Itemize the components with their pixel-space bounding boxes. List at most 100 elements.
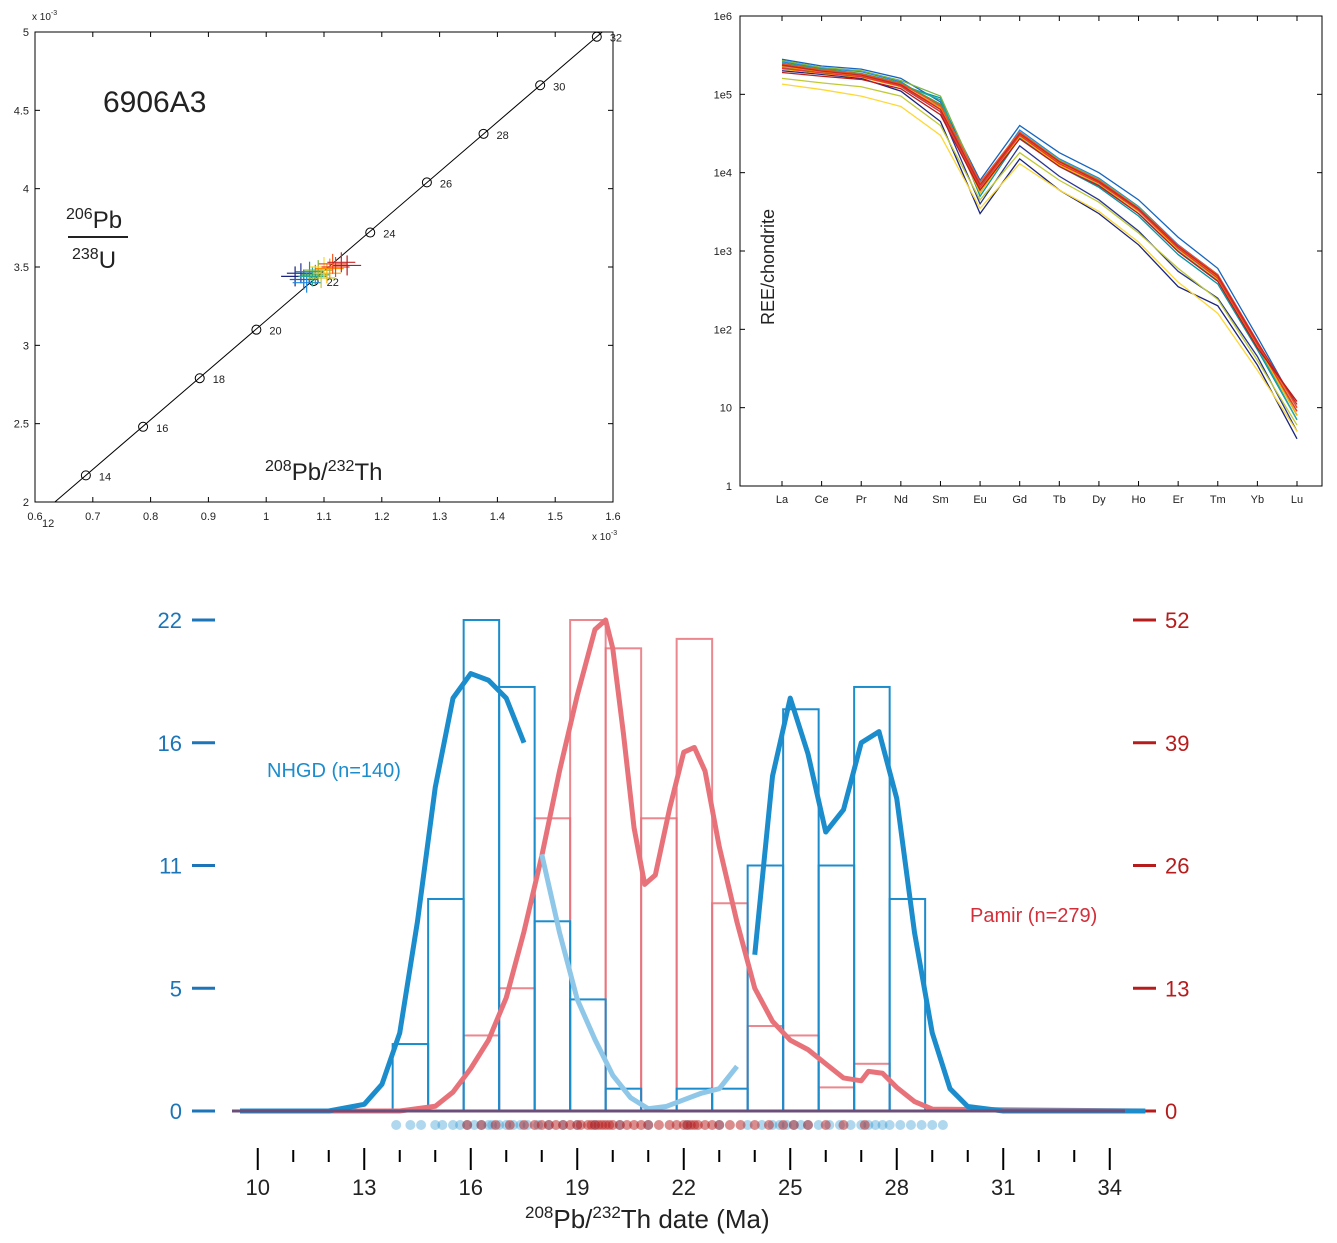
pamir-date-marker [803, 1120, 813, 1130]
x-tick-label: 19 [565, 1175, 589, 1200]
nhgd-date-marker [756, 1120, 767, 1130]
pamir-date-marker [671, 1120, 682, 1130]
nhgd-date-marker [927, 1120, 938, 1130]
y-tick-label: 2.5 [14, 419, 29, 431]
nhgd-histogram-bar [391, 1043, 430, 1112]
pamir-date-marker [504, 1120, 515, 1130]
pamir-date-marker [778, 1120, 789, 1130]
nhgd-date-marker [813, 1120, 824, 1130]
ree-element-label: Dy [1092, 494, 1106, 506]
ree-pattern-line [781, 61, 1298, 416]
legend-pamir: Pamir (n=279) [970, 905, 1097, 927]
x-tick-label: 22 [672, 1175, 696, 1200]
pamir-date-marker [707, 1120, 718, 1130]
x-tick-label: 28 [885, 1175, 909, 1200]
nhgd-date-marker [884, 1120, 895, 1130]
ree-pattern-line [781, 64, 1298, 405]
x-tick-label: 31 [991, 1175, 1015, 1200]
ree-element-label: Ho [1132, 494, 1146, 506]
concordia-age-label: 30 [553, 81, 565, 93]
y-tick-label: 1e2 [714, 324, 732, 336]
x-tick-label: 1.2 [374, 511, 389, 523]
x-tick-label: 1.6 [605, 511, 620, 523]
nhgd-date-marker [845, 1120, 856, 1130]
x-tick-label: 0.6 [27, 511, 42, 523]
left-axis-label: 22 [158, 608, 182, 633]
pamir-date-marker [614, 1120, 625, 1130]
x-tick-label: 0.9 [201, 511, 216, 523]
left-axis-label: 0 [170, 1099, 182, 1124]
concordia-age-marker [478, 128, 489, 139]
pamir-date-marker [788, 1120, 799, 1130]
ree-element-label: Eu [973, 494, 986, 506]
x-tick-label: 1.3 [432, 511, 447, 523]
pamir-histogram-bar [675, 637, 714, 1113]
x-tick-label: 13 [352, 1175, 376, 1200]
y-tick-label: 1e4 [714, 168, 732, 180]
nhgd-date-marker [877, 1120, 888, 1130]
pamir-date-marker [838, 1120, 849, 1130]
x-tick-label: 25 [778, 1175, 802, 1200]
pamir-date-marker [692, 1120, 703, 1130]
x-axis-label: 208Pb/232Th [265, 458, 382, 486]
concordia-age-label: 24 [383, 229, 395, 241]
y-tick-label: 1e6 [714, 11, 732, 23]
pamir-date-marker [565, 1120, 576, 1130]
x-tick-label: 1 [263, 511, 269, 523]
x-tick-label: 0.8 [143, 511, 158, 523]
ree-pattern-line [781, 65, 1298, 421]
concordia-age-label: 26 [440, 178, 452, 190]
concordia-age-label: 16 [156, 423, 168, 435]
nhgd-date-marker [391, 1120, 402, 1130]
ree-pattern-line [781, 68, 1298, 416]
concordia-age-label: 32 [610, 33, 622, 45]
ree-element-label: Pr [856, 494, 867, 506]
ree-element-label: Er [1173, 494, 1184, 506]
right-axis-label: 13 [1165, 976, 1189, 1001]
y-tick-label: 1e3 [714, 246, 732, 258]
nhgd-density-curve-faded [539, 853, 739, 1112]
x-tick-label: 1.1 [316, 511, 331, 523]
ree-element-label: Yb [1251, 494, 1264, 506]
histogram-x-axis-label: 208Pb/232Th date (Ma) [525, 1203, 770, 1234]
ree-pattern-line [781, 83, 1298, 432]
nhgd-date-marker [916, 1120, 927, 1130]
ree-element-label: Sm [932, 494, 949, 506]
right-axis-label: 0 [1165, 1099, 1177, 1124]
pamir-date-marker [543, 1120, 554, 1130]
nhgd-histogram-bar [427, 897, 465, 1113]
legend-nhgd: NHGD (n=140) [267, 760, 401, 782]
left-axis-label: 5 [170, 976, 182, 1001]
y-tick-label: 5 [23, 27, 29, 39]
nhgd-date-marker [437, 1120, 448, 1130]
ree-element-label: Tb [1053, 494, 1066, 506]
left-axis-label: 16 [158, 731, 182, 756]
pamir-date-marker [763, 1120, 774, 1130]
right-axis-label: 52 [1165, 608, 1189, 633]
concordia-plot: 0.6 0.7 0.8 0.9 1 1.1 1.2 1.3 1.4 1.5 1.6 2 2.5 3 3.5 4… [14, 10, 622, 543]
x-tick-label: 0.7 [85, 511, 100, 523]
nhgd-histogram-bar [711, 1087, 749, 1112]
ree-pattern-line [781, 70, 1298, 440]
pamir-histogram-bar [817, 1086, 856, 1113]
concordia-age-label: 18 [213, 374, 225, 386]
ree-pattern-line [781, 58, 1298, 408]
nhgd-date-marker [937, 1120, 948, 1130]
concordia-age-marker [591, 31, 602, 42]
y-tick-label: 4 [23, 184, 29, 196]
nhgd-date-marker [416, 1120, 427, 1130]
nhgd-date-marker [742, 1120, 753, 1130]
y-tick-label: 4.5 [14, 105, 29, 117]
pamir-date-marker [700, 1120, 711, 1130]
pamir-date-marker [653, 1120, 664, 1130]
concordia-age-marker [365, 227, 376, 238]
pamir-date-marker [629, 1120, 640, 1130]
concordia-age-label: 14 [99, 471, 111, 483]
ree-element-label: La [776, 494, 789, 506]
pamir-date-marker [735, 1120, 746, 1130]
concordia-age-label: 20 [269, 326, 281, 338]
pamir-date-marker [664, 1120, 675, 1130]
ree-y-axis-label: REE/chondrite [758, 209, 778, 325]
ree-plot: La Ce Pr Nd Sm Eu Gd Tb Dy Ho Er Tm Yb Lu 1e6 1e5 1e4 1e3… [714, 11, 1323, 506]
